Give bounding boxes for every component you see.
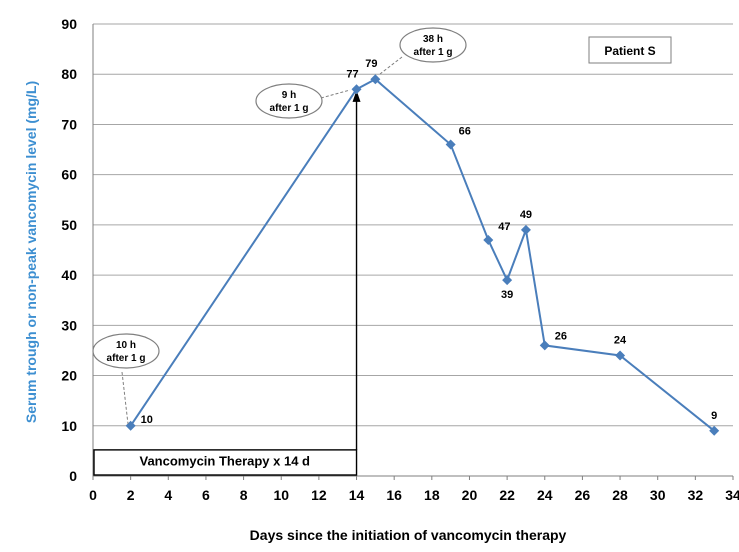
annotations: 10 h after 1 g 9 h after 1 g 38 h after 1 g bbox=[92, 27, 467, 425]
data-label: 39 bbox=[501, 289, 513, 301]
data-label: 47 bbox=[498, 221, 510, 233]
series bbox=[125, 74, 720, 436]
therapy-indicator: Vancomycin Therapy x 14 d bbox=[93, 90, 361, 476]
data-labels: 10 77 79 66 47 39 49 26 24 9 bbox=[141, 58, 718, 426]
grid bbox=[93, 23, 733, 427]
data-label: 24 bbox=[614, 334, 627, 346]
data-label: 77 bbox=[346, 68, 358, 80]
y-tick-label: 0 bbox=[69, 468, 77, 484]
callout-bubble bbox=[255, 83, 323, 119]
data-label: 26 bbox=[555, 330, 567, 342]
x-axis-title: Days since the initiation of vancomycin … bbox=[250, 527, 567, 543]
x-tick-label: 6 bbox=[202, 487, 210, 503]
y-tick-label: 20 bbox=[61, 368, 77, 384]
x-tick-label: 0 bbox=[89, 487, 97, 503]
therapy-box bbox=[93, 449, 358, 476]
legend-box bbox=[588, 36, 672, 64]
y-tick-label: 10 bbox=[61, 418, 77, 434]
x-tick-label: 20 bbox=[462, 487, 478, 503]
data-point bbox=[351, 84, 362, 95]
x-tick-label: 16 bbox=[386, 487, 402, 503]
data-point bbox=[615, 350, 626, 361]
series-line bbox=[129, 78, 715, 432]
legend: Patient S bbox=[588, 36, 672, 64]
data-label: 9 bbox=[711, 410, 717, 422]
data-point bbox=[370, 74, 381, 85]
data-point bbox=[539, 340, 550, 351]
callout-line-1: 10 h bbox=[116, 340, 136, 351]
callout-pointer bbox=[320, 89, 351, 99]
x-tick-label: 4 bbox=[164, 487, 172, 503]
y-tick-label: 50 bbox=[61, 217, 77, 233]
data-label: 49 bbox=[520, 209, 532, 221]
y-axis-title: Serum trough or non-peak vancomycin leve… bbox=[23, 81, 39, 423]
therapy-label: Vancomycin Therapy x 14 d bbox=[139, 453, 310, 468]
x-tick-label: 12 bbox=[311, 487, 327, 503]
callout-bubble bbox=[92, 333, 160, 369]
callout-pointer bbox=[121, 371, 129, 425]
x-tick-label: 14 bbox=[349, 487, 365, 503]
y-tick-label: 90 bbox=[61, 16, 77, 32]
callout-bubble bbox=[399, 27, 467, 63]
x-tick-label: 22 bbox=[499, 487, 515, 503]
x-tick-label: 24 bbox=[537, 487, 553, 503]
legend-label: Patient S bbox=[604, 44, 655, 58]
x-tick-label: 2 bbox=[127, 487, 135, 503]
y-tick-label: 70 bbox=[61, 116, 77, 132]
callout-line-2: after 1 g bbox=[270, 103, 309, 114]
y-tick-label: 60 bbox=[61, 167, 77, 183]
data-point bbox=[502, 275, 513, 286]
y-tick-label: 30 bbox=[61, 317, 77, 333]
x-tick-label: 30 bbox=[650, 487, 666, 503]
data-point bbox=[483, 234, 494, 245]
x-tick-label: 32 bbox=[688, 487, 704, 503]
data-point bbox=[445, 139, 456, 150]
callout-line-1: 9 h bbox=[282, 90, 296, 101]
callout-line-2: after 1 g bbox=[107, 353, 146, 364]
data-point bbox=[709, 425, 720, 436]
callout-line-1: 38 h bbox=[423, 34, 443, 45]
y-tick-label: 80 bbox=[61, 66, 77, 82]
therapy-arrow-head bbox=[352, 90, 361, 102]
x-tick-label: 28 bbox=[612, 487, 628, 503]
data-label: 79 bbox=[365, 58, 377, 70]
y-tick-label: 40 bbox=[61, 267, 77, 283]
x-tick-label: 10 bbox=[273, 487, 289, 503]
data-point bbox=[520, 224, 531, 235]
callout-line-2: after 1 g bbox=[414, 47, 453, 58]
x-tick-label: 26 bbox=[575, 487, 591, 503]
x-tick-label: 8 bbox=[240, 487, 248, 503]
x-tick-label: 34 bbox=[725, 487, 739, 503]
data-label: 66 bbox=[459, 126, 471, 138]
data-label: 10 bbox=[141, 414, 153, 426]
x-tick-label: 18 bbox=[424, 487, 440, 503]
